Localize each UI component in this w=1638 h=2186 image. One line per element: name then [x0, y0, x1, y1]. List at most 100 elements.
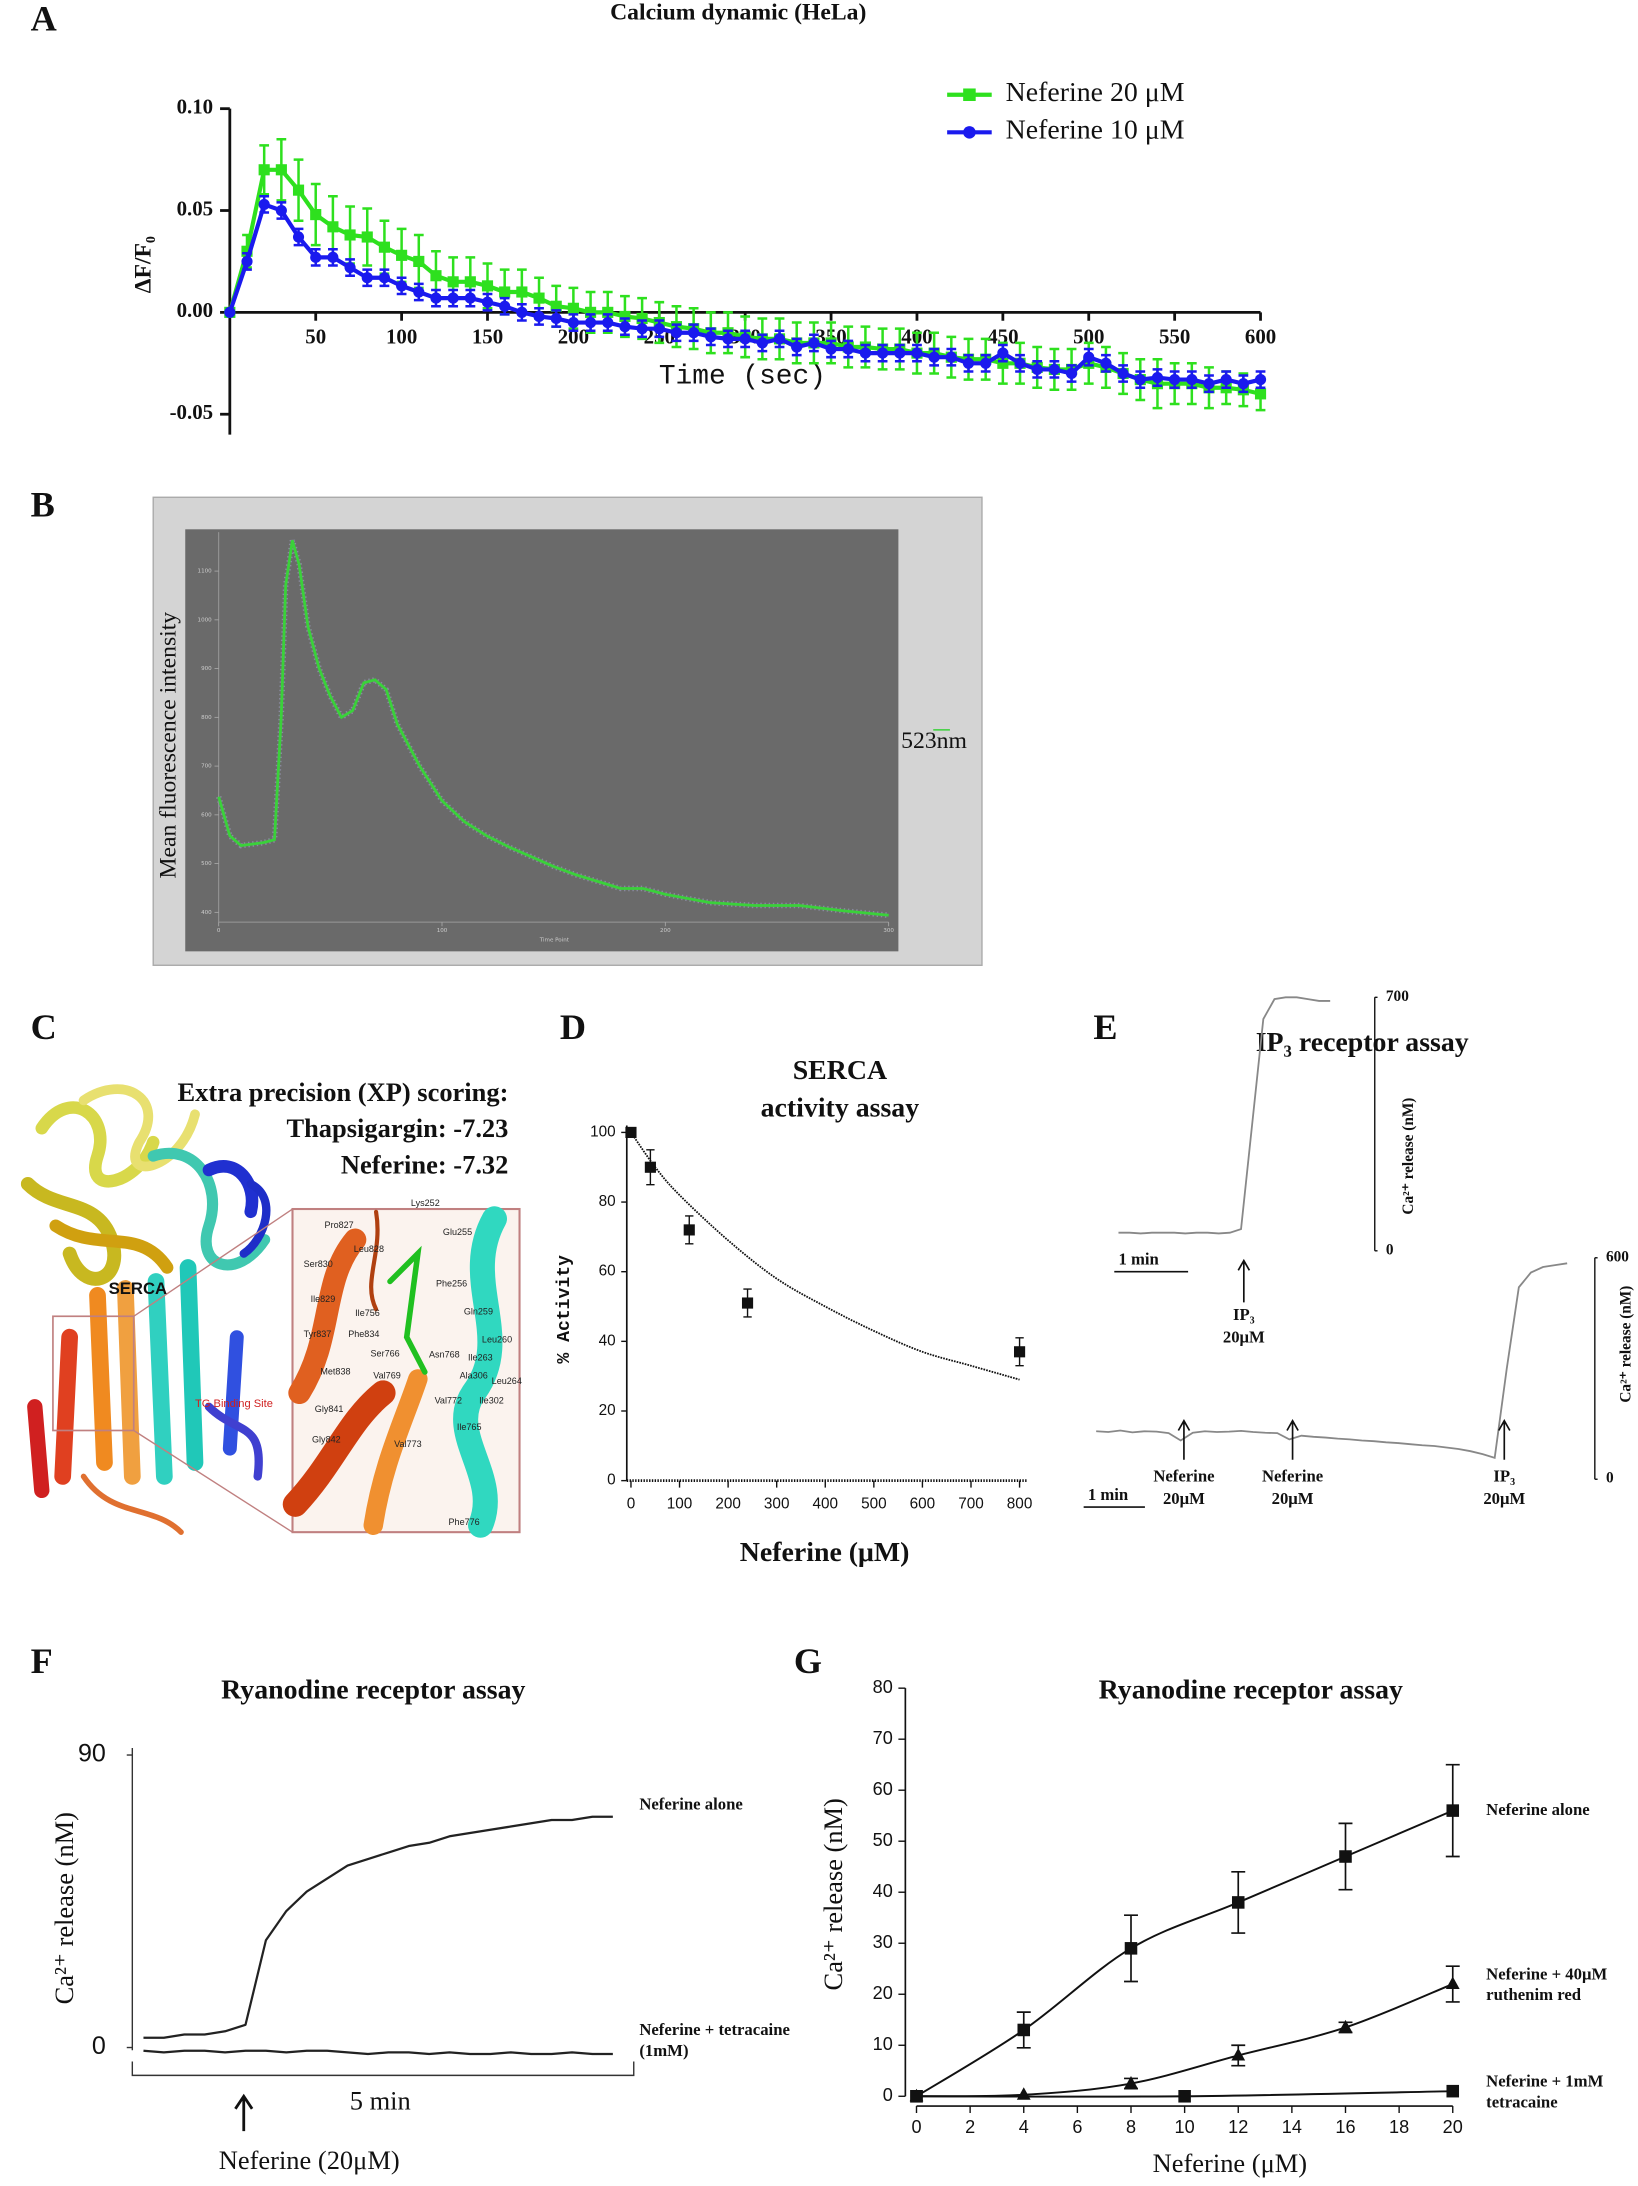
y-tick-label: 40 [873, 1881, 893, 1901]
chart-title: Ryanodine receptor assay [1099, 1675, 1403, 1706]
marker [361, 231, 373, 243]
arrow [1177, 1419, 1191, 1460]
y-tick-label: 50 [873, 1830, 893, 1850]
x-tick-label: 100 [386, 325, 417, 349]
chart-title: SERCA [793, 1055, 887, 1086]
marker [1220, 374, 1232, 386]
y-tick-label: 90 [78, 1740, 106, 1768]
x-tick-label: 12 [1228, 2117, 1248, 2137]
marker [980, 357, 992, 369]
marker [1017, 2023, 1031, 2037]
marker [1083, 351, 1095, 363]
series-label-box: Neferine + 40μM ruthenim red [1486, 1963, 1608, 2005]
plot-background [185, 529, 899, 952]
y-tick-label: 1100 [198, 569, 213, 575]
marker [1014, 1346, 1026, 1358]
score-heading: Extra precision (XP) scoring: [178, 1077, 509, 1107]
marker [241, 255, 253, 268]
panel-label: D [560, 1007, 586, 1047]
x-axis-label: Time Point [539, 938, 570, 944]
marker [292, 184, 305, 196]
marker [1446, 2084, 1460, 2098]
marker [625, 1126, 637, 1138]
y-tick-label: 0.10 [177, 94, 214, 118]
panel-label: F [31, 1641, 53, 1681]
trace-line [217, 540, 889, 917]
y-tick-label: 0 [1606, 1470, 1614, 1487]
inset-structure [282, 1206, 507, 1538]
marker [1338, 2019, 1353, 2033]
stimulus-label: Neferine (20μM) [219, 2145, 400, 2175]
x-tick-label: 4 [1019, 2117, 1029, 2137]
marker [1203, 378, 1215, 390]
residue-label: Ile263 [468, 1352, 493, 1362]
y-tick-label: 80 [599, 1193, 616, 1210]
score: Neferine: -7.32 [341, 1149, 508, 1179]
marker [683, 1224, 695, 1236]
y-tick-label: 20 [599, 1402, 616, 1419]
marker [997, 347, 1009, 359]
y-tick-label: 0 [607, 1472, 616, 1489]
x-tick-label: 700 [958, 1495, 984, 1512]
marker [550, 312, 562, 325]
site-label: TG Binding Site [195, 1398, 273, 1410]
x-tick-label: 200 [715, 1495, 741, 1512]
y-tick-label: -0.05 [170, 400, 213, 424]
y-tick-label: 60 [873, 1779, 893, 1799]
arrow-label: Neferine [1153, 1467, 1214, 1486]
marker [636, 323, 648, 335]
arrow-label: IP₃ [1233, 1305, 1255, 1324]
y-axis-label: ΔF/F₀ [130, 236, 156, 293]
residue-label: Ile765 [457, 1422, 482, 1432]
y-tick-label: 900 [201, 666, 212, 672]
legend-label: Neferine 20 μM [1006, 77, 1185, 108]
marker [361, 272, 373, 284]
x-tick-label: 200 [660, 928, 671, 934]
y-tick-label: 1000 [198, 617, 213, 623]
legend-label: Neferine 10 μM [1006, 115, 1185, 146]
marker [258, 198, 270, 210]
x-tick-label: 6 [1072, 2117, 1082, 2137]
x-tick-label: 100 [437, 928, 448, 934]
x-tick-label: 14 [1282, 2117, 1302, 2137]
x-tick-label: 300 [764, 1495, 790, 1512]
x-tick-label: 400 [812, 1495, 838, 1512]
marker [1031, 363, 1043, 375]
marker [292, 231, 305, 243]
marker [224, 306, 236, 318]
marker [585, 316, 597, 329]
marker [464, 292, 476, 304]
residue-label: Ser766 [370, 1348, 399, 1358]
x-tick-label: 600 [1245, 325, 1276, 349]
marker [791, 341, 803, 353]
x-tick-label: 0 [217, 928, 221, 934]
marker [567, 316, 579, 329]
series-label: Neferine + 40μM ruthenim red [1486, 1963, 1608, 2005]
residue-label: Val769 [373, 1371, 401, 1381]
x-axis-label: Neferine (μM) [1153, 2148, 1307, 2178]
panel-label: C [31, 1007, 57, 1047]
residue-label: Phe776 [449, 1517, 480, 1527]
residue-label: Val773 [394, 1439, 422, 1449]
x-tick-label: 20 [1443, 2117, 1463, 2137]
protein-structure [20, 1084, 294, 1535]
series-line [916, 1983, 1454, 2098]
x-tick-label: 500 [861, 1495, 887, 1512]
marker [911, 347, 923, 359]
x-tick-label: 18 [1389, 2117, 1409, 2137]
residue-label: Ile302 [479, 1396, 504, 1406]
arrow-label: IP₃ [1493, 1467, 1515, 1486]
series-label: Neferine alone [1486, 1799, 1590, 1820]
marker [859, 347, 871, 359]
marker [1014, 357, 1026, 369]
marker [1237, 378, 1249, 390]
scale-bar-label: 5 min [350, 2085, 411, 2115]
series-label-box: Neferine + tetracaine (1mM) [639, 2020, 790, 2060]
marker [688, 327, 700, 339]
panel-label: B [31, 485, 55, 525]
marker [327, 251, 339, 263]
trace-line [1096, 1262, 1568, 1460]
marker [413, 286, 425, 298]
marker [1048, 363, 1060, 375]
marker [378, 241, 390, 253]
